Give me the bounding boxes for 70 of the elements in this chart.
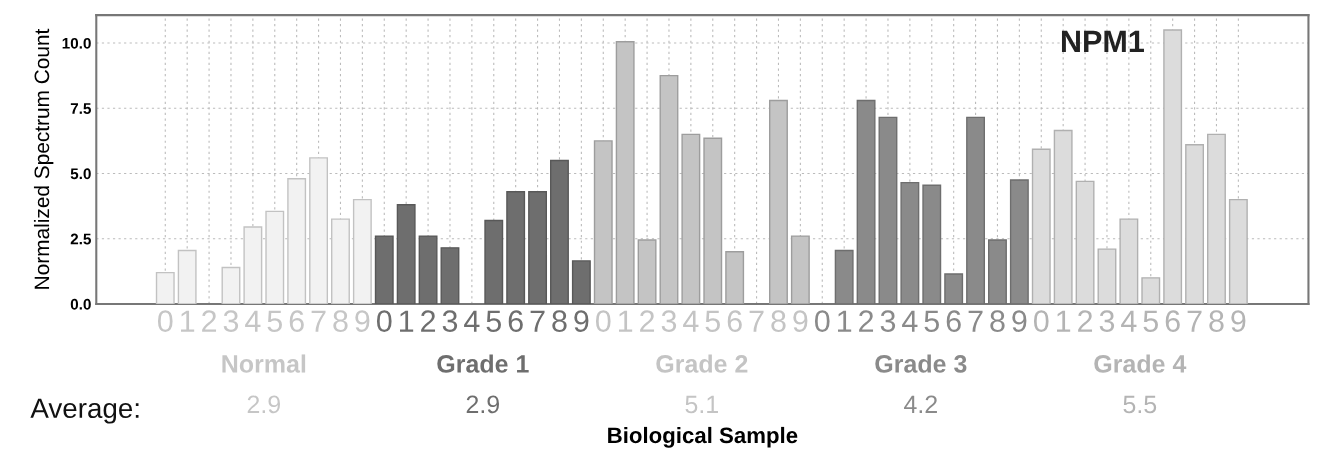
y-axis-title: Normalized Spectrum Count xyxy=(33,28,54,289)
x-tick-label: 2 xyxy=(421,310,436,332)
x-tick-label: 9 xyxy=(355,310,370,332)
x-tick-label: 9 xyxy=(574,310,589,332)
x-axis-title: Biological Sample xyxy=(608,426,798,448)
x-tick-label: 6 xyxy=(289,310,304,332)
x-tick-label: 2 xyxy=(640,310,655,332)
x-tick-label: 7 xyxy=(530,310,545,332)
x-tick-label: 8 xyxy=(552,310,567,332)
text: 2.9 xyxy=(247,395,281,414)
x-tick-label: 3 xyxy=(880,310,896,332)
y-tick-label: 10.0 xyxy=(62,37,91,49)
x-tick-label: 4 xyxy=(683,310,699,332)
x-tick-label: 0 xyxy=(595,310,611,332)
x-tick-label: 1 xyxy=(838,310,852,332)
x-tick-label: 0 xyxy=(1033,310,1049,332)
y-tick-label: 7.5 xyxy=(70,103,91,114)
x-tick-label: 1 xyxy=(619,310,633,332)
x-tick-label: 7 xyxy=(1187,310,1202,332)
x-tick-label: 4 xyxy=(1121,310,1137,332)
x-tick-label: 3 xyxy=(223,310,239,332)
x-tick-label: 3 xyxy=(1099,310,1115,332)
x-tick-label: 5 xyxy=(924,310,939,332)
y-tick-label: 0.0 xyxy=(70,298,91,310)
x-tick-label: 8 xyxy=(990,310,1005,332)
text: Grade 2 xyxy=(656,354,748,373)
text: Average: xyxy=(30,398,139,424)
x-tick-label: 3 xyxy=(442,310,458,332)
bar xyxy=(177,249,197,304)
x-tick-label: 9 xyxy=(793,310,808,332)
x-tick-label: 4 xyxy=(464,310,480,332)
y-tick-label: 5.0 xyxy=(70,168,91,180)
x-tick-label: 7 xyxy=(749,310,764,332)
chart-title: NPM1 xyxy=(1061,30,1144,52)
x-tick-label: 5 xyxy=(486,310,501,332)
x-tick-label: 5 xyxy=(705,310,720,332)
x-tick-label: 6 xyxy=(727,310,742,332)
x-tick-label: 7 xyxy=(311,310,326,332)
text: 4.2 xyxy=(904,395,937,413)
x-tick-label: 4 xyxy=(245,310,261,332)
x-tick-label: 8 xyxy=(771,310,786,332)
x-tick-label: 4 xyxy=(902,310,918,332)
text: 5.5 xyxy=(1123,395,1157,414)
text: 5.1 xyxy=(685,395,718,414)
x-tick-label: 9 xyxy=(1231,310,1246,332)
x-tick-label: 8 xyxy=(1209,310,1224,332)
text: Normal xyxy=(222,354,306,373)
x-tick-label: 2 xyxy=(1078,310,1093,332)
y-tick-label: 2.5 xyxy=(70,233,91,245)
x-tick-label: 0 xyxy=(376,310,392,332)
x-tick-label: 6 xyxy=(508,310,523,332)
x-tick-label: 2 xyxy=(859,310,874,332)
x-tick-label: 1 xyxy=(1057,310,1071,332)
x-tick-label: 0 xyxy=(157,310,173,332)
x-tick-label: 9 xyxy=(1012,310,1027,332)
x-tick-label: 7 xyxy=(968,310,983,332)
x-tick-label: 1 xyxy=(400,310,414,332)
x-tick-label: 6 xyxy=(1165,310,1180,332)
x-tick-label: 1 xyxy=(181,310,195,332)
x-tick-label: 0 xyxy=(814,310,830,332)
x-tick-label: 5 xyxy=(1143,310,1158,332)
x-tick-label: 6 xyxy=(946,310,961,332)
x-tick-label: 3 xyxy=(661,310,677,332)
text: Grade 1 xyxy=(437,354,529,373)
text: Grade 3 xyxy=(875,354,967,373)
x-tick-label: 8 xyxy=(333,310,348,332)
text: 2.9 xyxy=(466,395,500,414)
x-tick-label: 2 xyxy=(202,310,217,332)
text: Grade 4 xyxy=(1094,354,1187,373)
x-tick-label: 5 xyxy=(267,310,282,332)
